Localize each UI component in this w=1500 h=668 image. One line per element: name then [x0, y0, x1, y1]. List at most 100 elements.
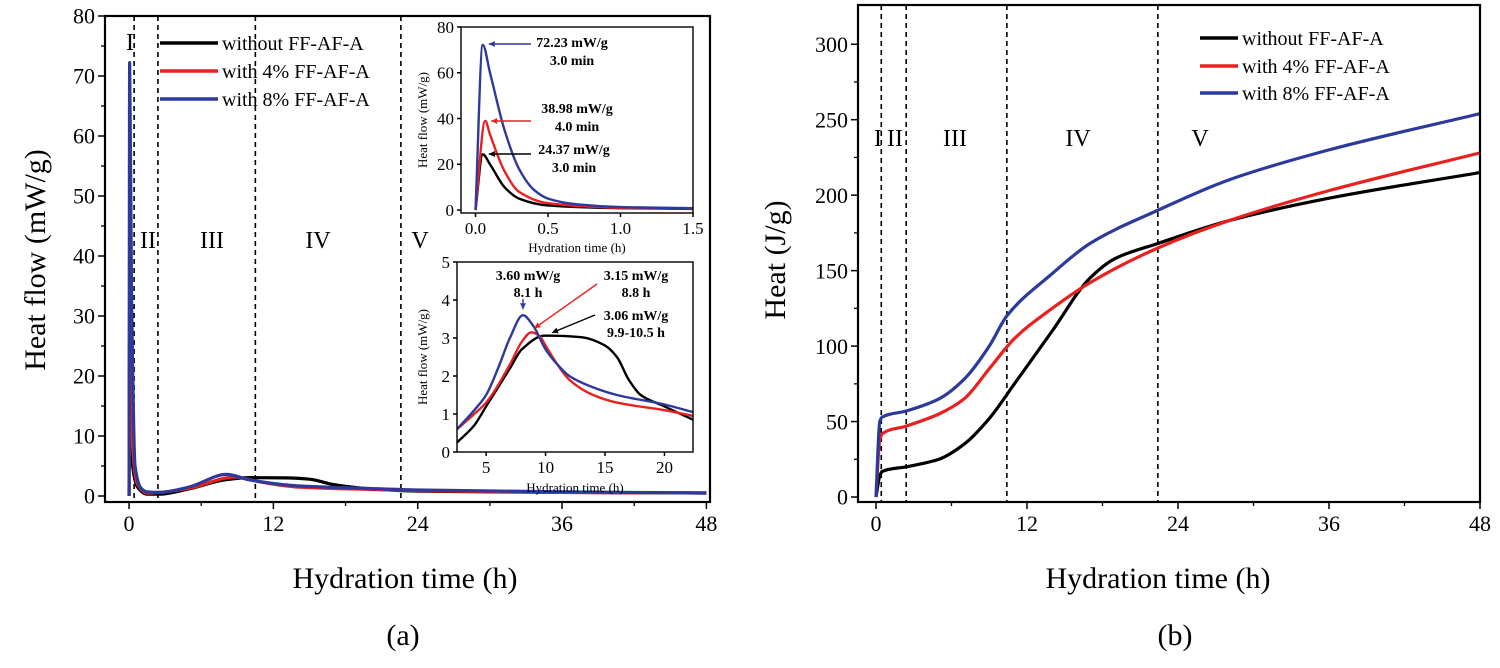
panel-label: (a) — [386, 619, 419, 652]
annotation-text: 9.9-10.5 h — [607, 326, 665, 341]
series-line-with8 — [474, 43, 693, 211]
x-tick-label: 36 — [551, 511, 573, 536]
y-axis-label: Heat flow (mW/g) — [415, 72, 430, 168]
annotation-with8: 72.23 mW/g 3.0 min — [488, 36, 608, 69]
annotation-without: 3.06 mW/g 9.9-10.5 h — [551, 309, 668, 341]
series-group — [457, 314, 693, 444]
x-tick-label: 10 — [537, 458, 554, 477]
x-tick-label: 1.5 — [682, 219, 703, 238]
x-tick-label: 36 — [1318, 511, 1340, 536]
annotation-text: 72.23 mW/g — [536, 36, 608, 51]
legend-label: without FF-AF-A — [222, 33, 364, 55]
x-axis-label: Hydration time (h) — [526, 480, 623, 495]
x-tick-label: 12 — [262, 511, 284, 536]
region-label: IV — [305, 228, 331, 254]
plot-frame — [460, 26, 694, 214]
legend-item-without: without FF-AF-A — [160, 33, 364, 55]
x-tick-label: 20 — [656, 458, 673, 477]
annotation-with8: 3.60 mW/g 8.1 h — [496, 269, 561, 310]
legend-item-with4: with 4% FF-AF-A — [160, 61, 370, 83]
legend: without FF-AF-A with 4% FF-AF-A with 8% FF… — [160, 33, 370, 111]
annotation-arrowhead-icon — [551, 327, 559, 334]
annotation-text: 24.37 mW/g — [538, 143, 610, 158]
y-tick-label: 30 — [73, 304, 95, 329]
series-line-without — [874, 170, 1480, 498]
region-label: II — [140, 228, 156, 254]
region-label: III — [200, 228, 224, 254]
y-tick-label: 200 — [815, 183, 848, 208]
legend: without FF-AF-A with 4% FF-AF-A with 8% FF… — [1200, 28, 1390, 105]
y-tick-label: 40 — [437, 109, 454, 128]
region-label: I — [874, 126, 882, 152]
y-tick-label: 80 — [437, 18, 454, 37]
y-tick-label: 40 — [73, 244, 95, 269]
legend-label: with 8% FF-AF-A — [1242, 83, 1390, 105]
x-tick-label: 24 — [407, 511, 429, 536]
y-tick-label: 10 — [73, 424, 95, 449]
series-line-with4 — [874, 151, 1480, 498]
legend-item-with8: with 8% FF-AF-A — [160, 89, 370, 111]
x-tick-label: 0 — [124, 511, 135, 536]
x-tick-label: 1.0 — [610, 219, 631, 238]
y-tick-label: 70 — [73, 64, 95, 89]
y-tick-label: 0 — [442, 443, 451, 462]
plot-frame — [103, 14, 712, 504]
annotation-arrow-line — [551, 314, 596, 334]
annotation-arrowhead-icon — [491, 118, 498, 124]
x-tick-label: 0.5 — [537, 219, 558, 238]
legend-item-with4: with 4% FF-AF-A — [1200, 56, 1390, 78]
x-tick-label: 15 — [597, 458, 614, 477]
y-tick-label: 150 — [815, 258, 848, 283]
y-tick-label: 0 — [446, 201, 455, 220]
y-tick-label: 5 — [442, 253, 451, 272]
annotation-text: 38.98 mW/g — [541, 102, 613, 117]
x-axis-label: Hydration time (h) — [293, 562, 518, 595]
annotation-text: 8.1 h — [514, 286, 543, 301]
legend-item-without: without FF-AF-A — [1200, 28, 1384, 50]
x-tick-label: 12 — [1016, 511, 1038, 536]
y-tick-label: 3 — [442, 329, 451, 348]
annotation-text: 4.0 min — [555, 120, 600, 135]
region-label: V — [411, 228, 429, 254]
region-label: II — [887, 126, 903, 152]
region-label: V — [1191, 126, 1209, 152]
x-tick-label: 5 — [482, 458, 491, 477]
y-tick-label: 0 — [84, 484, 95, 509]
y-tick-label: 20 — [437, 155, 454, 174]
plot-frame — [856, 3, 1482, 504]
y-tick-label: 60 — [437, 64, 454, 83]
y-tick-label: 300 — [815, 32, 848, 57]
y-tick-label: 0 — [837, 485, 848, 510]
annotation-text: 3.60 mW/g — [496, 269, 561, 284]
panel-b: 0 12 24 36 48 0 50 100 150 200 250 300 Hydration tim… — [759, 3, 1491, 652]
annotation-arrow-line — [533, 283, 598, 329]
annotation-arrowhead-icon — [488, 151, 495, 157]
plot-frame — [456, 261, 694, 453]
y-tick-label: 50 — [826, 409, 848, 434]
legend-label: with 4% FF-AF-A — [222, 61, 370, 83]
annotation-with4: 3.15 mW/g 8.8 h — [533, 269, 668, 329]
series-group — [874, 112, 1480, 498]
series-line-with8 — [127, 61, 707, 497]
x-tick-label: 0.0 — [465, 219, 486, 238]
x-axis-label: Hydration time (h) — [528, 240, 625, 255]
region-label: III — [943, 126, 967, 152]
legend-label: with 4% FF-AF-A — [1242, 56, 1390, 78]
y-tick-label: 1 — [442, 405, 451, 424]
y-tick-label: 2 — [442, 367, 451, 386]
series-line-with4 — [457, 331, 693, 431]
legend-item-with8: with 8% FF-AF-A — [1200, 83, 1390, 105]
annotation-text: 3.0 min — [552, 161, 597, 176]
y-axis-label: Heat flow (mW/g) — [19, 149, 52, 371]
y-tick-label: 4 — [442, 291, 451, 310]
annotation-text: 3.0 min — [550, 54, 595, 69]
y-axis-label: Heat (J/g) — [759, 200, 792, 319]
region-label: IV — [1065, 126, 1091, 152]
series-group — [474, 43, 693, 211]
x-tick-label: 48 — [695, 511, 717, 536]
x-tick-label: 24 — [1167, 511, 1189, 536]
legend-label: without FF-AF-A — [1242, 28, 1384, 50]
x-axis-label: Hydration time (h) — [1046, 562, 1271, 595]
